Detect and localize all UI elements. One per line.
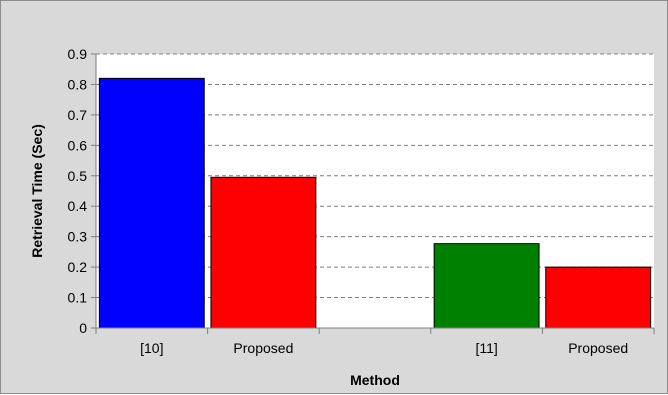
y-tick-labels: 0 0.1 0.2 0.3 0.4 0.5 0.6 0.7 0.8 0.9 [68,46,88,336]
y-tick-label: 0.1 [68,290,88,306]
axes [95,54,655,334]
bar [210,176,317,329]
x-tick-label: Proposed [568,340,628,356]
bars [98,77,652,329]
y-axis-title: Retrieval Time (Sec) [29,124,45,258]
y-tick-label: 0.4 [68,198,88,214]
y-tick-label: 0.8 [68,76,88,92]
y-tick-label: 0 [79,320,87,336]
y-tick-label: 0.3 [68,229,88,245]
bar [545,266,652,329]
x-tick-labels: [10] Proposed [11] Proposed [140,340,628,356]
y-tick-label: 0.6 [68,137,88,153]
x-tick-label: [10] [140,340,163,356]
x-tick-label: [11] [475,340,497,356]
bar [98,77,205,329]
x-tick-label: Proposed [233,340,293,356]
y-tick-label: 0.5 [68,168,88,184]
y-tick-label: 0.9 [68,46,88,62]
y-tick-label: 0.2 [68,259,88,275]
x-axis-title: Method [350,372,400,388]
y-tick-label: 0.7 [68,107,88,123]
bar [433,243,540,329]
